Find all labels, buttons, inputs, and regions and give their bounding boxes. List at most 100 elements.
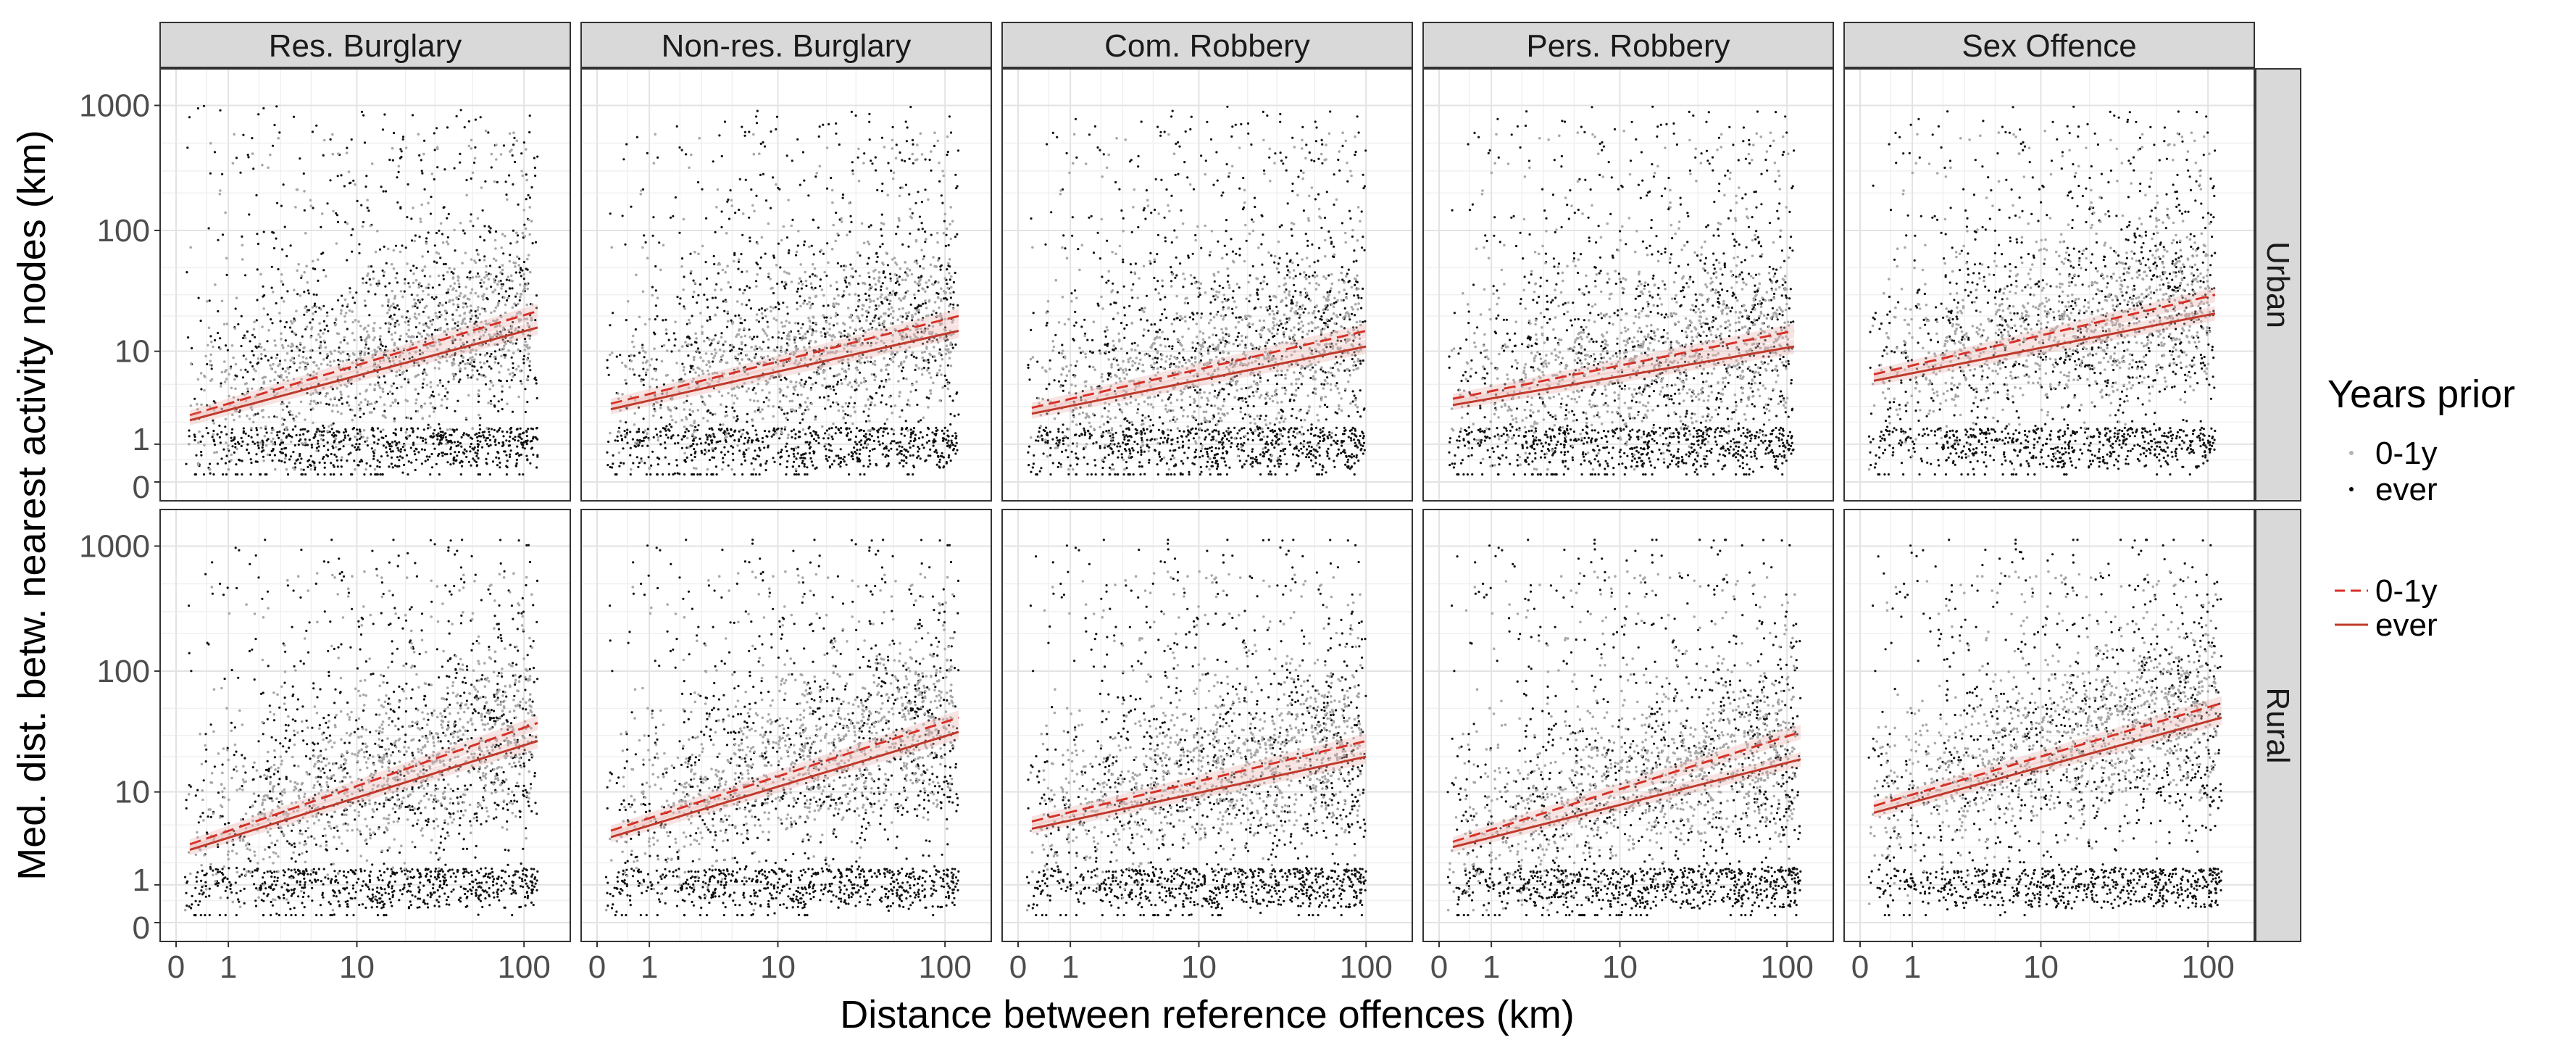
point-ever — [766, 460, 768, 462]
point-0-1y — [789, 400, 792, 403]
point-0-1y — [312, 407, 314, 410]
point-0-1y — [721, 394, 724, 397]
point-0-1y — [693, 251, 696, 254]
point-ever — [480, 286, 483, 288]
point-0-1y — [304, 418, 307, 421]
point-ever — [380, 431, 382, 433]
point-ever — [434, 149, 436, 151]
point-0-1y — [312, 306, 314, 309]
point-ever — [833, 389, 835, 391]
point-0-1y — [494, 288, 497, 291]
point-ever — [383, 444, 385, 446]
point-0-1y — [803, 346, 806, 349]
point-0-1y — [272, 363, 275, 366]
point-ever — [930, 234, 933, 236]
point-ever — [214, 339, 216, 341]
point-ever — [509, 454, 511, 456]
point-0-1y — [490, 381, 493, 384]
point-0-1y — [892, 310, 895, 313]
point-0-1y — [289, 359, 292, 362]
point-ever — [843, 456, 846, 458]
point-0-1y — [389, 391, 392, 394]
point-ever — [727, 199, 729, 201]
point-0-1y — [821, 288, 824, 291]
point-ever — [340, 459, 342, 461]
point-0-1y — [424, 371, 427, 374]
point-ever — [399, 148, 401, 150]
point-ever — [206, 427, 208, 429]
point-ever — [903, 454, 905, 457]
point-0-1y — [230, 454, 233, 457]
point-ever — [377, 428, 379, 430]
point-0-1y — [290, 320, 293, 323]
point-ever — [659, 443, 662, 445]
point-ever — [652, 216, 654, 218]
point-ever — [275, 105, 278, 107]
point-ever — [716, 441, 718, 444]
point-0-1y — [219, 193, 222, 196]
point-ever — [705, 217, 707, 220]
point-0-1y — [306, 311, 309, 314]
point-0-1y — [894, 273, 897, 276]
point-0-1y — [784, 281, 787, 284]
point-0-1y — [252, 421, 255, 424]
point-0-1y — [420, 220, 422, 223]
point-ever — [828, 395, 830, 397]
point-ever — [398, 449, 400, 452]
point-0-1y — [670, 415, 672, 418]
point-ever — [258, 346, 260, 348]
point-ever — [919, 216, 921, 218]
point-ever — [865, 446, 867, 449]
point-ever — [357, 200, 359, 202]
point-ever — [940, 269, 942, 271]
point-ever — [478, 432, 480, 434]
point-0-1y — [378, 384, 380, 387]
point-ever — [755, 195, 757, 197]
point-0-1y — [683, 218, 685, 221]
point-ever — [896, 449, 898, 451]
point-ever — [412, 441, 414, 444]
point-ever — [412, 444, 414, 446]
point-0-1y — [315, 364, 318, 367]
point-ever — [231, 445, 233, 447]
point-ever — [741, 234, 743, 236]
point-0-1y — [331, 410, 334, 413]
point-ever — [393, 383, 395, 385]
point-0-1y — [651, 294, 654, 297]
point-0-1y — [245, 382, 248, 385]
point-ever — [913, 356, 915, 358]
point-ever — [767, 445, 770, 447]
point-ever — [809, 426, 811, 428]
point-0-1y — [823, 378, 826, 380]
point-0-1y — [349, 309, 351, 312]
point-0-1y — [525, 148, 528, 151]
point-ever — [304, 328, 307, 330]
point-ever — [643, 384, 645, 386]
point-0-1y — [480, 186, 483, 189]
point-0-1y — [471, 359, 474, 362]
point-ever — [324, 328, 326, 330]
point-0-1y — [796, 251, 799, 254]
point-0-1y — [520, 383, 523, 386]
point-ever — [523, 224, 525, 226]
point-ever — [797, 244, 799, 246]
point-ever — [276, 202, 278, 204]
point-ever — [873, 317, 875, 319]
point-ever — [780, 379, 782, 381]
point-ever — [662, 473, 664, 475]
point-0-1y — [354, 436, 357, 438]
point-0-1y — [516, 255, 519, 258]
point-0-1y — [215, 451, 218, 454]
point-ever — [675, 196, 677, 199]
point-ever — [323, 320, 325, 323]
point-ever — [905, 184, 907, 186]
point-ever — [799, 184, 801, 186]
point-ever — [520, 380, 522, 382]
point-ever — [359, 336, 362, 338]
point-ever — [383, 375, 385, 378]
point-0-1y — [328, 425, 330, 428]
point-0-1y — [227, 468, 230, 471]
point-0-1y — [373, 349, 376, 352]
point-ever — [817, 436, 820, 438]
point-ever — [683, 473, 685, 475]
